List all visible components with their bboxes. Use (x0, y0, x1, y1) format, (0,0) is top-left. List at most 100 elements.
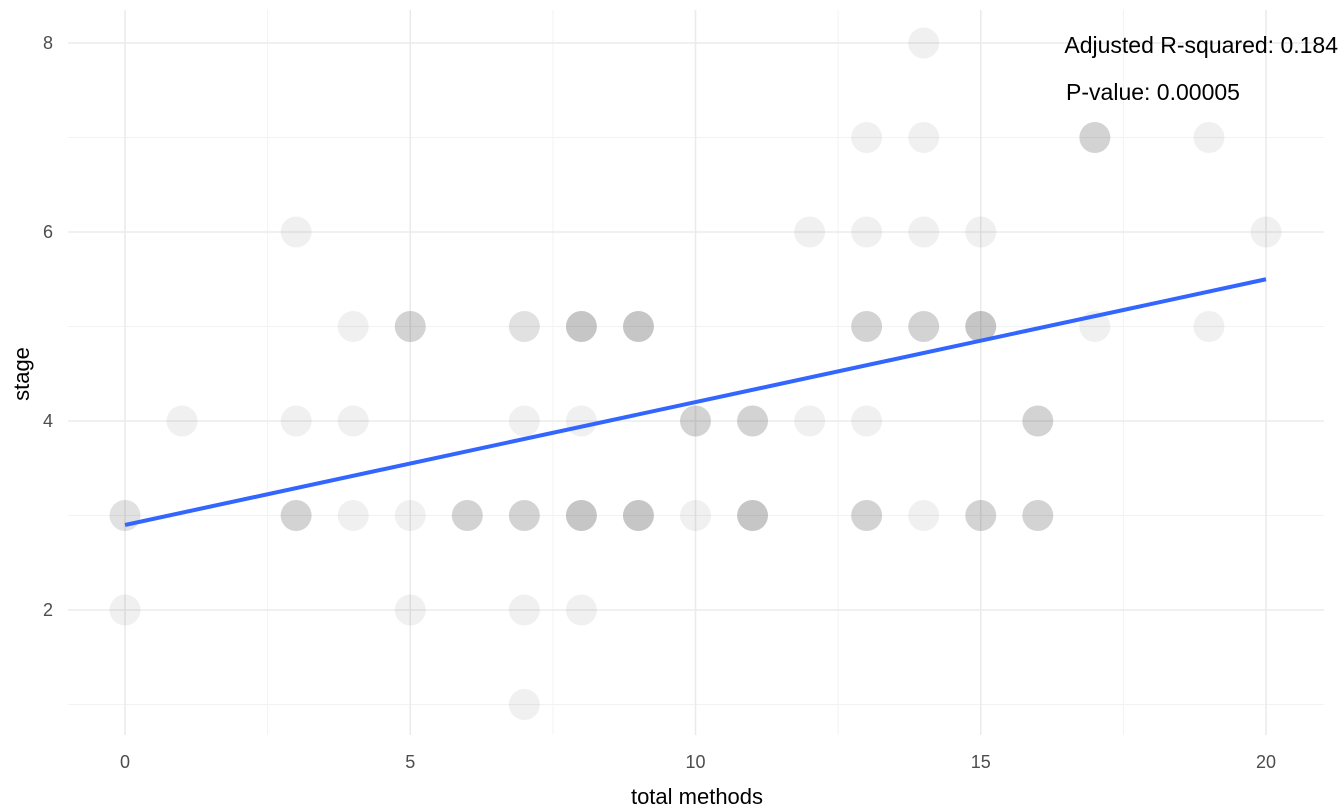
data-point (508, 405, 540, 437)
data-point (451, 500, 483, 531)
y-tick-label: 4 (43, 411, 53, 431)
data-point (508, 500, 540, 531)
data-point (166, 405, 198, 437)
data-point (965, 311, 997, 342)
data-point (737, 405, 769, 437)
data-point (908, 311, 940, 342)
data-point (908, 27, 940, 59)
tick-labels: 0 5 10 15 20 2 4 6 8 (43, 33, 1276, 772)
data-point (622, 500, 654, 531)
data-point (508, 311, 540, 342)
data-point (622, 311, 654, 342)
data-point (737, 500, 769, 531)
data-point (851, 500, 883, 531)
data-point (280, 500, 312, 531)
data-point (1022, 500, 1054, 531)
data-point (565, 500, 597, 531)
data-point (451, 500, 483, 531)
data-point (280, 216, 312, 248)
data-point (965, 500, 997, 531)
data-point (1079, 122, 1111, 153)
data-point (737, 500, 769, 531)
data-point (394, 594, 426, 626)
data-point (851, 311, 883, 342)
x-tick-label: 15 (971, 752, 991, 772)
data-point (508, 594, 540, 626)
data-point (965, 311, 997, 342)
data-point (965, 500, 997, 531)
data-point (508, 500, 540, 531)
data-point (109, 594, 141, 626)
data-point (508, 689, 540, 720)
data-point (680, 500, 711, 531)
data-point (737, 405, 769, 437)
data-point (337, 405, 369, 437)
data-point (622, 500, 654, 531)
data-point (1193, 311, 1225, 342)
data-point (851, 311, 883, 342)
x-tick-label: 10 (685, 752, 705, 772)
data-point (908, 311, 940, 342)
data-point (1022, 405, 1054, 437)
data-point (1079, 122, 1111, 153)
adjusted-r-squared-annotation: Adjusted R-squared: 0.184 (1064, 32, 1338, 58)
data-point (280, 500, 312, 531)
data-point (851, 216, 883, 248)
data-point (394, 311, 426, 342)
data-point (908, 500, 940, 531)
data-point (965, 216, 997, 248)
data-point (1079, 122, 1111, 153)
data-point (1250, 216, 1282, 248)
data-point (109, 500, 141, 531)
data-point (680, 405, 711, 437)
data-point (508, 500, 540, 531)
data-point (908, 311, 940, 342)
data-point (680, 405, 711, 437)
data-point (565, 311, 597, 342)
data-point (1193, 122, 1225, 153)
data-point (622, 311, 654, 342)
data-point (451, 500, 483, 531)
data-point (737, 500, 769, 531)
data-point (680, 405, 711, 437)
data-point (908, 216, 940, 248)
x-axis-title: total methods (631, 784, 763, 809)
regression-line (124, 277, 1267, 527)
p-value-annotation: P-value: 0.00005 (1066, 79, 1240, 105)
data-point (622, 311, 654, 342)
data-point (337, 311, 369, 342)
data-point (565, 311, 597, 342)
x-tick-label: 20 (1256, 752, 1276, 772)
data-point (851, 500, 883, 531)
data-point (851, 500, 883, 531)
y-tick-label: 6 (43, 222, 53, 242)
data-point (737, 500, 769, 531)
data-point (565, 500, 597, 531)
data-point (337, 500, 369, 531)
x-tick-label: 0 (120, 752, 130, 772)
data-point (851, 311, 883, 342)
data-point (1022, 405, 1054, 437)
data-point (394, 311, 426, 342)
data-point (565, 500, 597, 531)
data-point (565, 311, 597, 342)
data-points (109, 27, 1282, 720)
data-point (394, 311, 426, 342)
data-point (965, 311, 997, 342)
y-axis-title: stage (9, 347, 34, 401)
data-point (508, 311, 540, 342)
data-point (1022, 500, 1054, 531)
data-point (794, 405, 826, 437)
data-point (1022, 500, 1054, 531)
data-point (965, 311, 997, 342)
data-point (965, 500, 997, 531)
data-point (565, 311, 597, 342)
y-tick-label: 2 (43, 600, 53, 620)
x-tick-label: 5 (405, 752, 415, 772)
data-point (737, 405, 769, 437)
data-point (1022, 405, 1054, 437)
data-point (280, 405, 312, 437)
y-tick-label: 8 (43, 33, 53, 53)
data-point (565, 405, 597, 437)
